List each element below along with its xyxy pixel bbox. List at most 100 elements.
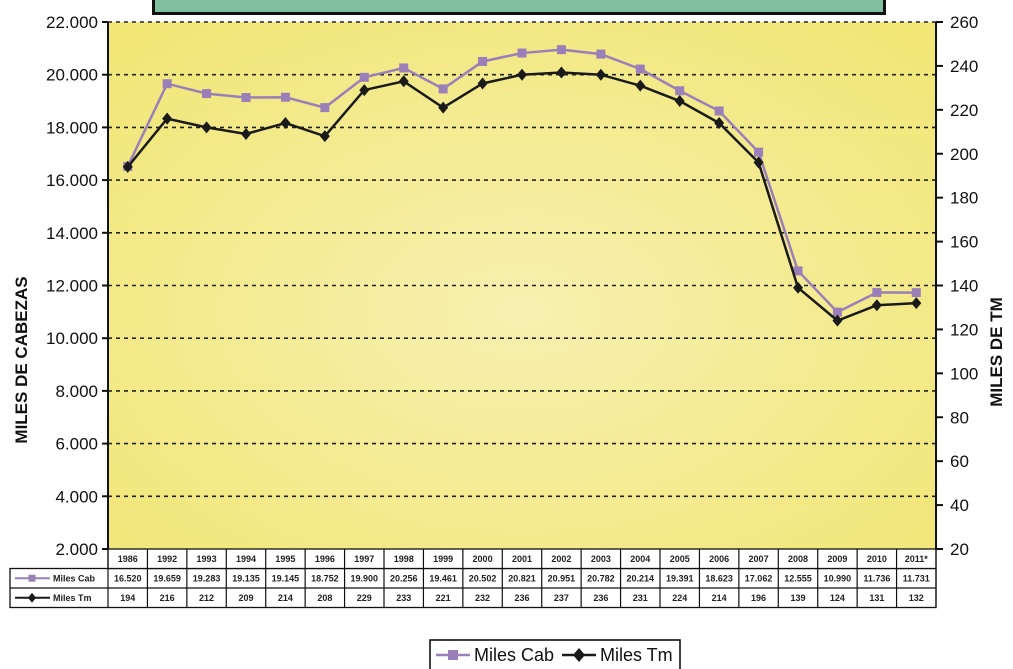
table-series-label: Miles Cab [53,573,96,583]
left-axis-title: MILES DE CABEZAS [12,276,31,443]
legend-key-marker [573,648,585,662]
marker-miles-tm [871,299,882,312]
marker-miles-tm [162,112,173,125]
marker-miles-tm [911,297,922,310]
right-tick-label: 240 [950,57,978,76]
marker-miles-cab [872,287,882,297]
marker-miles-cab [241,92,251,102]
right-tick-label: 140 [950,277,978,296]
marker-miles-tm [359,84,370,97]
marker-miles-cab [714,106,724,116]
legend-key-marker [448,650,458,660]
marker-miles-cab [359,72,369,82]
marker-miles-tm [517,68,527,81]
table-cell-miles-tm: 139 [790,593,805,603]
table-cell-miles-cab: 20.782 [587,573,615,583]
table-cell-miles-tm: 208 [317,593,332,603]
data-table: 1986 1992 1993 1994 1995 1996 1997 1998 1999 2000… [9,548,937,609]
table-header-cell: 1994 [236,554,256,564]
marker-miles-tm [438,101,449,114]
table-header-cell: 2011* [905,554,929,564]
table-cell-miles-tm: 194 [120,593,135,603]
table-header-cell: 2009 [827,554,847,564]
marker-miles-cab [162,79,172,89]
marker-miles-cab [793,266,803,276]
table-cell-miles-cab: 20.502 [469,573,497,583]
marker-miles-tm [714,117,725,130]
table-cell-miles-cab: 20.256 [390,573,418,583]
table-header-cell: 2004 [630,554,650,564]
left-tick-label: 8.000 [55,382,98,401]
table-cell-miles-cab: 19.391 [666,573,694,583]
table-cell-miles-cab: 16.520 [114,573,142,583]
table-cell-miles-tm: 209 [238,593,253,603]
marker-miles-tm [556,66,567,79]
table-header-cell: 1993 [197,554,217,564]
marker-miles-tm [280,117,291,130]
legend-label: Miles Cab [474,645,554,665]
marker-miles-cab [202,89,212,99]
marker-miles-cab [438,84,448,94]
right-tick-label: 220 [950,101,978,120]
marker-miles-tm [635,79,646,92]
left-tick-label: 10.000 [46,329,98,348]
table-cell-miles-cab: 18.623 [705,573,733,583]
marker-miles-cab [832,307,842,317]
table-cell-miles-cab: 19.900 [351,573,379,583]
table-cell-miles-tm: 214 [278,593,293,603]
table-cell-miles-cab: 19.145 [272,573,300,583]
left-tick-label: 4.000 [55,487,98,506]
table-header-cell: 1999 [433,554,453,564]
table-cell-miles-tm: 196 [751,593,766,603]
left-tick-label: 12.000 [46,277,98,296]
table-cell-miles-cab: 19.659 [153,573,181,583]
table-header-cell: 1997 [354,554,374,564]
table-header-cell: 2008 [788,554,808,564]
marker-miles-tm [753,156,764,169]
table-header-cell: 2001 [512,554,532,564]
marker-miles-tm [477,77,488,90]
table-cell-miles-tm: 233 [396,593,411,603]
marker-miles-tm [319,130,330,143]
marker-miles-tm [122,160,133,173]
table-cell-miles-tm: 232 [475,593,490,603]
left-axis-ticks: 2.000 4.000 6.000 8.000 10.000 12.000 14.000 16… [46,13,108,559]
marker-miles-tm [595,68,606,81]
marker-miles-cab [517,48,527,58]
table-cell-miles-tm: 237 [554,593,569,603]
table-legend-key-marker [28,592,36,603]
table-cell-miles-tm: 132 [909,593,924,603]
table-cell-miles-cab: 10.990 [824,573,852,583]
marker-miles-tm [674,95,685,108]
table-cell-miles-tm: 124 [830,593,845,603]
table-cell-miles-cab: 12.555 [784,573,812,583]
title-banner [152,0,886,15]
marker-miles-cab [556,45,566,55]
table-cell-miles-cab: 19.461 [429,573,457,583]
table-header-cell: 1996 [315,554,335,564]
marker-miles-cab [675,86,685,96]
right-tick-label: 260 [950,13,978,32]
table-header-cell: 2006 [709,554,729,564]
legend: Miles Cab Miles Tm [429,639,681,669]
table-header-cell: 2000 [473,554,493,564]
marker-miles-tm [832,314,843,327]
table-cell-miles-tm: 214 [712,593,727,603]
marker-miles-cab [754,147,764,157]
table-cell-miles-tm: 131 [869,593,884,603]
marker-miles-cab [635,64,645,74]
right-tick-label: 100 [950,364,978,383]
table-cell-miles-tm: 212 [199,593,214,603]
right-tick-label: 40 [950,496,969,515]
right-tick-label: 60 [950,452,969,471]
table-cell-miles-cab: 11.736 [863,573,890,583]
marker-miles-tm [201,121,212,134]
table-cell-miles-tm: 236 [514,593,529,603]
table-cell-miles-tm: 229 [357,593,372,603]
right-tick-label: 120 [950,320,978,339]
table-header-cell: 1992 [157,554,177,564]
marker-miles-tm [398,75,409,88]
table-series-label: Miles Tm [53,593,92,603]
left-tick-label: 22.000 [46,13,98,32]
